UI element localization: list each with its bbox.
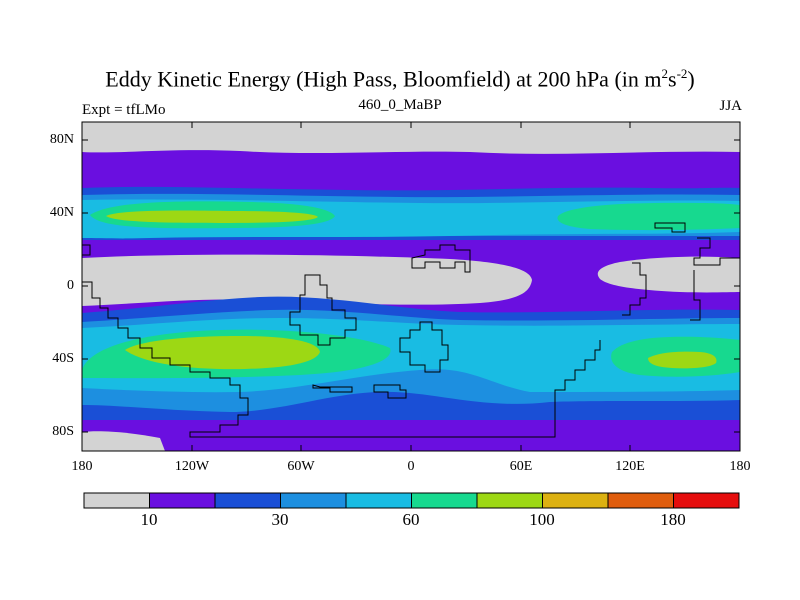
coastline-pacific-islands (693, 237, 740, 266)
lat-label-80n: 80N (49, 132, 74, 147)
lon-label-0: 0 (407, 459, 415, 474)
coastline-south-africa (399, 321, 449, 373)
colorbar-swatch (476, 492, 543, 509)
colorbar-label-30: 30 (271, 510, 289, 529)
lon-label-60w: 60W (287, 459, 315, 474)
colorbar-label-10: 10 (140, 510, 158, 529)
lon-label-180-west: 180 (71, 459, 93, 474)
season-label: JJA (719, 98, 742, 114)
field-yellow-south (125, 336, 320, 370)
coastline-americas (82, 244, 601, 438)
lon-label-60e: 60E (509, 459, 533, 474)
colorbar-swatch (607, 492, 674, 509)
colorbar-swatch (411, 492, 478, 509)
field-gray-south (82, 431, 165, 451)
colorbar-swatch (149, 492, 216, 509)
colorbar-label-100: 100 (529, 510, 555, 529)
lon-label-120w: 120W (174, 459, 210, 474)
colorbar (83, 492, 740, 509)
coastline-indonesia (622, 262, 647, 316)
lon-label-180-east: 180 (729, 459, 751, 474)
colorbar-label-180: 180 (660, 510, 686, 529)
lon-label-120e: 120E (615, 459, 645, 474)
field-gray-north (82, 122, 740, 154)
coastline-africa (411, 244, 471, 273)
field-yellow-south-east (648, 351, 717, 369)
field-gray-equator-east (597, 256, 740, 293)
chart-subtitle: 460_0_MaBP (358, 97, 442, 113)
colorbar-swatch (280, 492, 347, 509)
lat-label-0: 0 (67, 278, 74, 293)
colorbar-swatch (673, 492, 740, 509)
colorbar-swatch (345, 492, 412, 509)
lat-label-40n: 40N (49, 205, 74, 220)
lat-label-40s: 40S (52, 351, 74, 366)
colorbar-swatch (214, 492, 281, 509)
experiment-label: Expt = tfLMo (82, 102, 166, 118)
lon-ticks (81, 122, 741, 451)
field-yellow-north (106, 210, 318, 223)
field-gray-equator-west (82, 254, 532, 306)
coastlines (82, 222, 740, 438)
colorbar-swatch (542, 492, 609, 509)
field-green-north-east (557, 202, 740, 231)
colorbar-label-60: 60 (402, 510, 420, 529)
map-field (82, 122, 740, 451)
coastline-east-asia (690, 270, 701, 321)
colorbar-swatch (83, 492, 150, 509)
lat-label-80s: 80S (52, 424, 74, 439)
lat-ticks (82, 139, 740, 433)
chart-title: Eddy Kinetic Energy (High Pass, Bloomfie… (105, 66, 695, 92)
coastline-antarctic-mid (373, 384, 407, 399)
coastline-south-america (289, 274, 357, 346)
coastline-antarctic-west (312, 384, 353, 393)
coastline-asia (654, 222, 686, 233)
